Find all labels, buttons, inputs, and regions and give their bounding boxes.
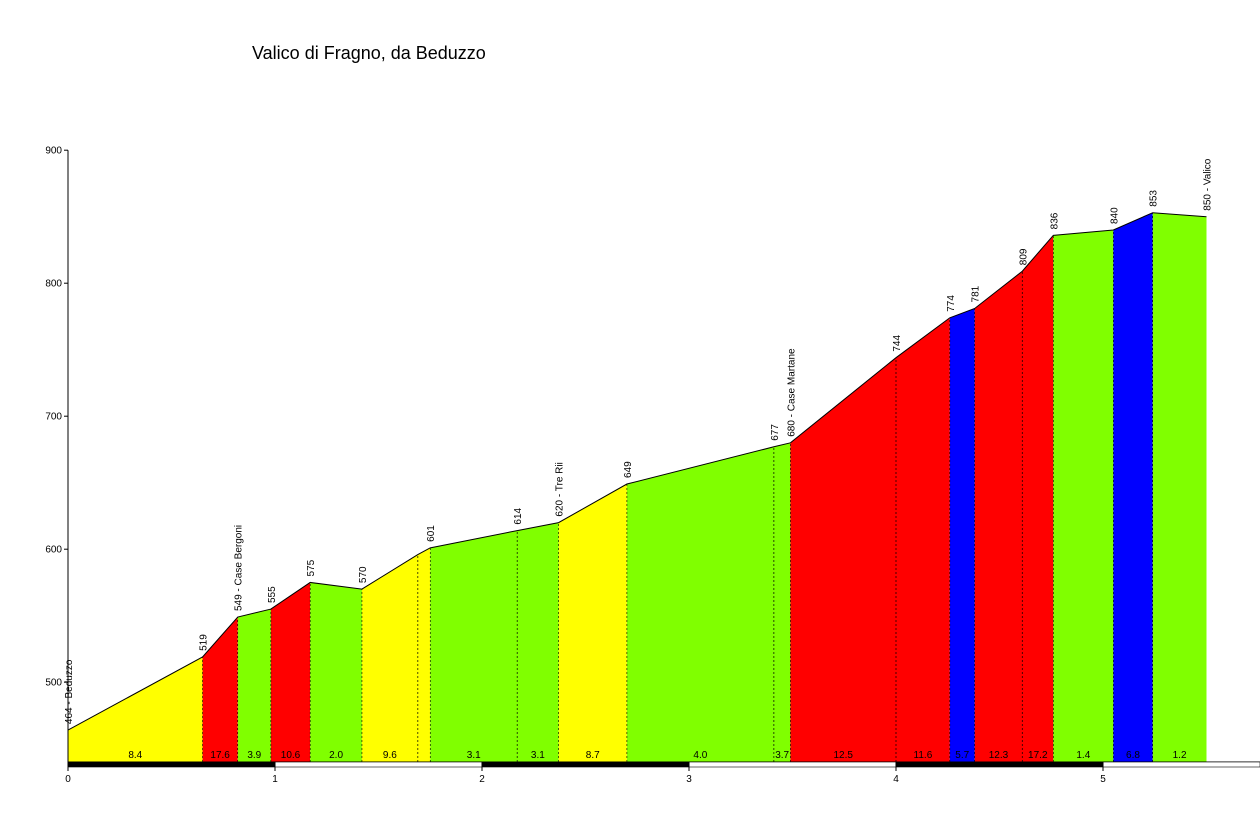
x-tick-label-4: 4 bbox=[893, 774, 899, 785]
elevation-label-6: 570 bbox=[358, 566, 369, 583]
segment-fill-15 bbox=[1152, 212, 1207, 762]
x-tick-label-0: 0 bbox=[65, 774, 71, 785]
y-tick-label-800: 800 bbox=[45, 279, 62, 290]
elevation-label-13: 680 - Case Martane bbox=[786, 348, 797, 437]
gradient-label-2: 17.6 bbox=[210, 750, 230, 761]
gradient-label-9: 8.7 bbox=[586, 750, 600, 761]
gradient-label-4: 10.6 bbox=[281, 750, 301, 761]
gradient-label-11: 3.7 bbox=[775, 750, 789, 761]
elevation-label-11: 649 bbox=[623, 461, 634, 478]
x-tick-label-1: 1 bbox=[272, 774, 278, 785]
segment-fill-1 bbox=[68, 656, 203, 762]
gradient-label-15: 12.3 bbox=[989, 750, 1009, 761]
km-scale-block-5 bbox=[895, 761, 1104, 768]
elevation-labels: 464 - Beduzzo 519 549 - Case Bergoni 555 575… bbox=[64, 158, 1214, 724]
km-scale-block-1 bbox=[67, 761, 276, 768]
elevation-label-14: 744 bbox=[892, 335, 903, 352]
elevation-label-3: 549 - Case Bergoni bbox=[234, 525, 245, 611]
segment-fill-4 bbox=[270, 582, 311, 762]
segment-fill-7 bbox=[430, 522, 559, 762]
segment-dividers bbox=[202, 212, 1153, 762]
y-tick-label-700: 700 bbox=[45, 412, 62, 423]
elevation-label-20: 853 bbox=[1149, 190, 1160, 207]
elevation-label-16: 781 bbox=[971, 285, 982, 302]
gradient-label-19: 1.2 bbox=[1173, 750, 1187, 761]
elevation-label-4: 555 bbox=[267, 586, 278, 603]
x-tick-label-3: 3 bbox=[686, 774, 692, 785]
elevation-label-18: 836 bbox=[1049, 212, 1060, 229]
elevation-label-5: 575 bbox=[306, 559, 317, 576]
profile-line-group bbox=[67, 212, 1207, 731]
elevation-label-12: 677 bbox=[770, 424, 781, 441]
segment-fill-10 bbox=[790, 317, 950, 762]
gradient-label-3: 3.9 bbox=[247, 750, 261, 761]
km-scale-block-6 bbox=[1102, 761, 1260, 768]
gradient-label-17: 1.4 bbox=[1076, 750, 1090, 761]
x-tick-label-2: 2 bbox=[479, 774, 485, 785]
segment-fill-11 bbox=[949, 308, 975, 762]
segment-fills bbox=[68, 212, 1207, 762]
segment-fill-14 bbox=[1113, 212, 1153, 762]
segment-fill-3 bbox=[237, 609, 271, 762]
gradient-label-10: 4.0 bbox=[693, 750, 707, 761]
x-tick-label-5: 5 bbox=[1100, 774, 1106, 785]
elevation-label-2: 519 bbox=[199, 634, 210, 651]
gradient-label-6: 9.6 bbox=[383, 750, 397, 761]
elevation-label-21: 850 - Valico bbox=[1203, 158, 1214, 211]
gradient-label-16: 17.2 bbox=[1028, 750, 1048, 761]
gradient-labels: 8.4 17.6 3.9 10.6 2.0 9.6 3.1 3.1 8.7 4.0 3.7 12.5 1… bbox=[128, 750, 1187, 761]
elevation-label-9: 614 bbox=[513, 507, 524, 524]
y-tick-label-500: 500 bbox=[45, 678, 62, 689]
gradient-label-14: 5.7 bbox=[955, 750, 969, 761]
gradient-label-13: 11.6 bbox=[914, 750, 933, 761]
segment-fill-12 bbox=[974, 235, 1054, 762]
gradient-label-8: 3.1 bbox=[531, 750, 545, 761]
axes: 500 600 700 800 900 0 1 2 3 4 5 bbox=[45, 146, 1260, 785]
segment-fill-8 bbox=[558, 484, 627, 762]
y-tick-label-600: 600 bbox=[45, 545, 62, 556]
chart-title: Valico di Fragno, da Beduzzo bbox=[252, 43, 486, 63]
gradient-label-18: 6.8 bbox=[1126, 750, 1140, 761]
elevation-label-17: 809 bbox=[1018, 248, 1029, 265]
km-scale-block-2 bbox=[274, 761, 483, 768]
elevation-label-19: 840 bbox=[1109, 207, 1120, 224]
elevation-label-1: 464 - Beduzzo bbox=[64, 659, 75, 724]
gradient-label-1: 8.4 bbox=[128, 750, 142, 761]
elevation-label-15: 774 bbox=[946, 295, 957, 312]
segment-fill-9 bbox=[626, 442, 791, 762]
segment-fill-13 bbox=[1053, 230, 1114, 762]
gradient-label-7: 3.1 bbox=[467, 750, 481, 761]
km-scale-block-3 bbox=[481, 761, 690, 768]
segment-fill-6 bbox=[361, 547, 431, 762]
segment-fill-2 bbox=[202, 617, 238, 762]
elevation-label-8: 601 bbox=[426, 525, 437, 542]
elevation-label-10: 620 - Tre Rii bbox=[555, 462, 566, 516]
gradient-label-12: 12.5 bbox=[833, 750, 853, 761]
km-scale-block-4 bbox=[688, 761, 897, 768]
segment-fill-5 bbox=[310, 582, 362, 762]
profile-line bbox=[67, 212, 1207, 731]
y-tick-label-900: 900 bbox=[45, 146, 62, 157]
gradient-label-5: 2.0 bbox=[329, 750, 343, 761]
